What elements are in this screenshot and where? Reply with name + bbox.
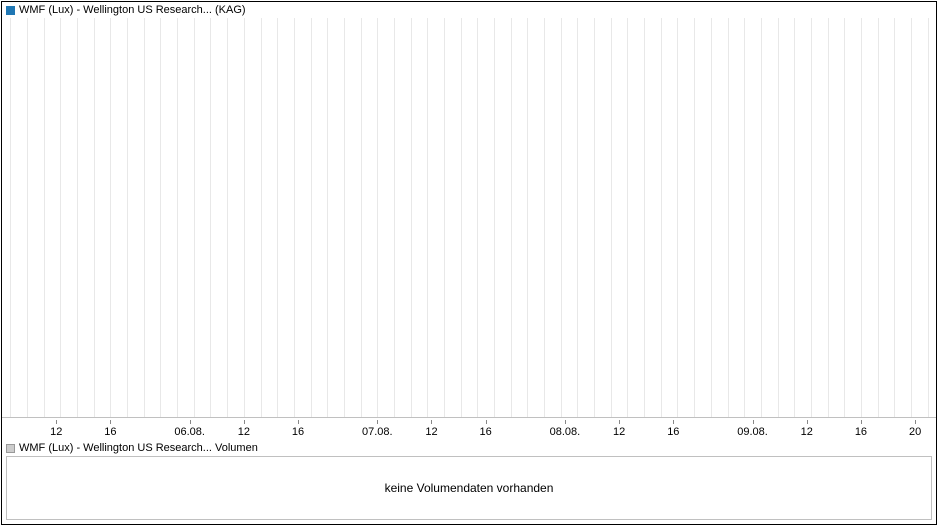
grid-line (60, 18, 61, 417)
grid-line (794, 18, 795, 417)
grid-line (878, 18, 879, 417)
x-tick (486, 420, 487, 424)
grid-line (728, 18, 729, 417)
x-axis-label: 16 (480, 426, 492, 438)
grid-line (611, 18, 612, 417)
x-tick (807, 420, 808, 424)
grid-line (77, 18, 78, 417)
grid-line (361, 18, 362, 417)
price-chart-area (2, 18, 936, 418)
grid-line (94, 18, 95, 417)
x-axis-label: 07.08. (362, 426, 393, 438)
volume-chart-area: keine Volumendaten vorhanden (6, 456, 932, 520)
grid-line (511, 18, 512, 417)
x-tick (56, 420, 57, 424)
price-legend-label: WMF (Lux) - Wellington US Research... (K… (19, 4, 246, 16)
grid-line (844, 18, 845, 417)
grid-line (761, 18, 762, 417)
grid-line (427, 18, 428, 417)
grid-line (894, 18, 895, 417)
grid-line (661, 18, 662, 417)
grid-line (377, 18, 378, 417)
x-tick (619, 420, 620, 424)
grid-line (10, 18, 11, 417)
x-axis-label: 12 (425, 426, 437, 438)
grid-line (594, 18, 595, 417)
x-axis: 12 16 06.08. 12 16 07.08. 12 16 08.08. 12 16 09.08.… (2, 420, 936, 440)
grid-line (227, 18, 228, 417)
grid-line (828, 18, 829, 417)
grid-line (127, 18, 128, 417)
grid-line (27, 18, 28, 417)
x-tick (915, 420, 916, 424)
x-tick (431, 420, 432, 424)
grid-line (327, 18, 328, 417)
grid-line (411, 18, 412, 417)
volume-legend-label: WMF (Lux) - Wellington US Research... Vo… (19, 442, 258, 454)
x-tick (190, 420, 191, 424)
grid-line (711, 18, 712, 417)
x-tick (244, 420, 245, 424)
x-tick (673, 420, 674, 424)
x-axis-label: 16 (104, 426, 116, 438)
grid-line (627, 18, 628, 417)
x-tick (565, 420, 566, 424)
x-axis-label: 12 (238, 426, 250, 438)
x-axis-label: 06.08. (174, 426, 205, 438)
x-tick (861, 420, 862, 424)
grid-line (194, 18, 195, 417)
grid-line (644, 18, 645, 417)
grid-line (311, 18, 312, 417)
grid-line (494, 18, 495, 417)
grid-line (394, 18, 395, 417)
grid-line (911, 18, 912, 417)
x-tick (110, 420, 111, 424)
grid-line (444, 18, 445, 417)
grid-line (44, 18, 45, 417)
x-axis-label: 16 (667, 426, 679, 438)
grid-line (928, 18, 929, 417)
grid-line (244, 18, 245, 417)
grid-line (277, 18, 278, 417)
grid-line (110, 18, 111, 417)
chart-container: WMF (Lux) - Wellington US Research... (K… (1, 1, 937, 525)
x-tick (753, 420, 754, 424)
grid-line (144, 18, 145, 417)
grid-line (160, 18, 161, 417)
volume-no-data-message: keine Volumendaten vorhanden (385, 481, 554, 495)
x-tick (298, 420, 299, 424)
grid-line (778, 18, 779, 417)
x-axis-label: 08.08. (550, 426, 581, 438)
grid-line (677, 18, 678, 417)
grid-line (577, 18, 578, 417)
grid-line (477, 18, 478, 417)
volume-legend-color (6, 444, 15, 453)
x-axis-label: 09.08. (737, 426, 768, 438)
x-axis-label: 16 (855, 426, 867, 438)
grid-line (344, 18, 345, 417)
grid-line (210, 18, 211, 417)
x-axis-label: 20 (909, 426, 921, 438)
price-legend-color (6, 6, 15, 15)
grid-line (744, 18, 745, 417)
price-legend: WMF (Lux) - Wellington US Research... (K… (6, 4, 246, 16)
x-axis-label: 12 (613, 426, 625, 438)
volume-legend: WMF (Lux) - Wellington US Research... Vo… (6, 442, 258, 454)
x-axis-label: 12 (50, 426, 62, 438)
grid-line (294, 18, 295, 417)
x-tick (377, 420, 378, 424)
x-axis-label: 16 (292, 426, 304, 438)
grid-line (544, 18, 545, 417)
grid-line (561, 18, 562, 417)
grid-line (527, 18, 528, 417)
grid-line (261, 18, 262, 417)
grid-line (461, 18, 462, 417)
grid-line (177, 18, 178, 417)
grid-line (811, 18, 812, 417)
x-axis-label: 12 (801, 426, 813, 438)
grid-line (694, 18, 695, 417)
grid-line (861, 18, 862, 417)
